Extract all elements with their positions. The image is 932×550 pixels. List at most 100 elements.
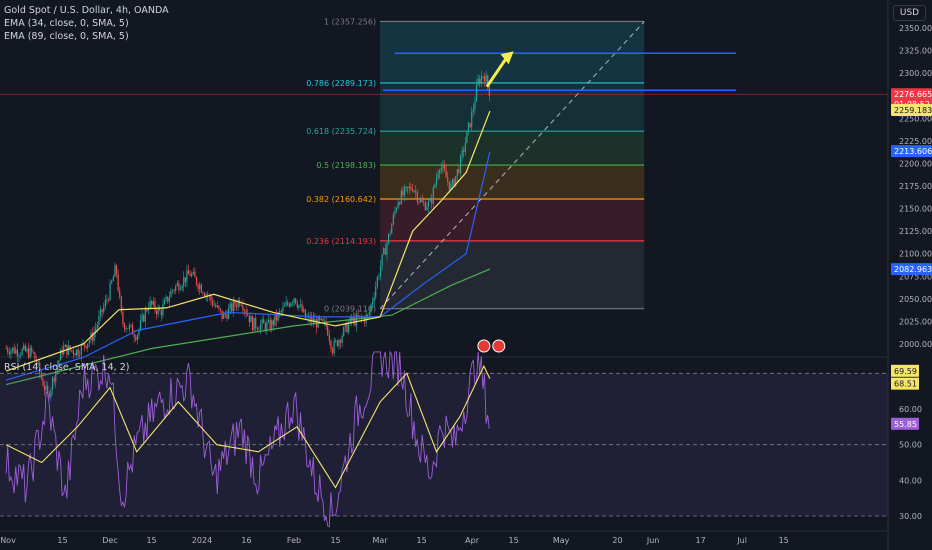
- candle: [101, 309, 103, 313]
- candle: [232, 301, 234, 312]
- candle: [255, 318, 257, 328]
- candle: [240, 304, 242, 306]
- candle: [258, 329, 260, 331]
- candle: [418, 201, 420, 203]
- candle: [139, 319, 142, 330]
- currency-button[interactable]: USD: [893, 5, 926, 21]
- candle: [205, 294, 207, 296]
- candle: [293, 298, 295, 303]
- candle: [243, 310, 246, 311]
- candle: [15, 349, 17, 354]
- candle: [266, 322, 268, 331]
- candle: [282, 306, 284, 312]
- candle: [136, 335, 138, 341]
- fib-zone: [380, 240, 645, 309]
- candle: [336, 340, 338, 347]
- candle: [474, 101, 476, 109]
- time-tick-label: 15: [330, 536, 340, 545]
- candle: [303, 309, 305, 312]
- candle: [304, 309, 306, 318]
- price-badge-text: 2082.963: [894, 265, 932, 274]
- candle: [157, 307, 159, 315]
- candle: [55, 371, 57, 382]
- candle: [53, 377, 55, 382]
- candle: [391, 224, 393, 234]
- candle: [71, 349, 73, 351]
- candle: [56, 365, 58, 372]
- price-badge: [891, 145, 932, 158]
- candle: [160, 310, 162, 316]
- candle: [195, 277, 198, 285]
- candle: [51, 377, 54, 390]
- candle: [138, 329, 140, 336]
- time-tick-label: 16: [241, 536, 251, 545]
- candle: [170, 291, 172, 298]
- symbol-title[interactable]: Gold Spot / U.S. Dollar, 4h, OANDA: [4, 5, 169, 16]
- candle: [424, 202, 426, 211]
- chart-legend: Gold Spot / U.S. Dollar, 4h, OANDA EMA (…: [4, 4, 169, 43]
- candle: [29, 347, 31, 358]
- price-tick-label: 2175.00: [899, 182, 932, 191]
- arrow-shaft: [485, 55, 509, 88]
- candle: [197, 284, 199, 289]
- candle: [272, 320, 274, 326]
- candle: [128, 325, 130, 329]
- candle: [397, 202, 399, 209]
- candle: [125, 328, 127, 330]
- candle: [341, 335, 343, 343]
- candle: [368, 312, 370, 315]
- time-tick-label: 2024: [192, 536, 212, 545]
- candle: [483, 76, 486, 82]
- candle: [443, 165, 446, 171]
- candle: [178, 283, 180, 291]
- rsi-legend[interactable]: RSI (14, close, SMA, 14, 2): [4, 362, 130, 373]
- candle: [291, 302, 294, 304]
- candle: [432, 187, 434, 204]
- candle: [223, 313, 225, 319]
- candle: [482, 76, 484, 78]
- candle: [479, 78, 481, 85]
- candle: [96, 324, 98, 329]
- candle: [453, 179, 455, 187]
- candle: [344, 323, 346, 327]
- candle: [461, 150, 463, 156]
- candle: [485, 75, 487, 82]
- candle: [104, 300, 106, 307]
- candle: [456, 169, 458, 176]
- candle: [333, 341, 335, 354]
- time-tick-label: Jun: [646, 536, 660, 545]
- fib-zone: [380, 131, 645, 166]
- fib-level-label: 0.786 (2289.173): [306, 79, 376, 88]
- candle: [135, 337, 137, 341]
- candle: [306, 317, 308, 319]
- candle: [168, 297, 170, 302]
- candle: [16, 349, 18, 357]
- price-tick-label: 2300.00: [899, 69, 932, 78]
- ema34-legend[interactable]: EMA (34, close, 0, SMA, 5): [4, 18, 129, 29]
- rsi-badge-text: 69.59: [894, 367, 917, 376]
- rsi-tick-label: 60.00: [899, 405, 922, 414]
- candle: [384, 248, 386, 255]
- candle: [253, 318, 255, 331]
- rsi-badge: [891, 417, 919, 430]
- time-tick-label: Jul: [736, 536, 747, 545]
- rsi-badge-text: 55.85: [894, 420, 917, 429]
- price-tick-label: 2075.00: [899, 272, 932, 281]
- candle: [183, 277, 185, 287]
- candle: [227, 308, 230, 319]
- candle: [279, 311, 281, 313]
- candle: [159, 307, 161, 311]
- fib-zone: [380, 165, 645, 199]
- candle: [370, 304, 372, 313]
- candle: [480, 76, 482, 85]
- rsi-badge: [891, 364, 919, 377]
- candle: [229, 303, 231, 309]
- price-tick-label: 2025.00: [899, 317, 932, 326]
- candle: [469, 123, 471, 127]
- candle: [207, 294, 209, 297]
- candle: [35, 359, 38, 365]
- ema89-legend[interactable]: EMA (89, close, 0, SMA, 5): [4, 31, 129, 42]
- candle: [18, 355, 20, 357]
- candle: [112, 276, 114, 282]
- candle: [247, 313, 249, 316]
